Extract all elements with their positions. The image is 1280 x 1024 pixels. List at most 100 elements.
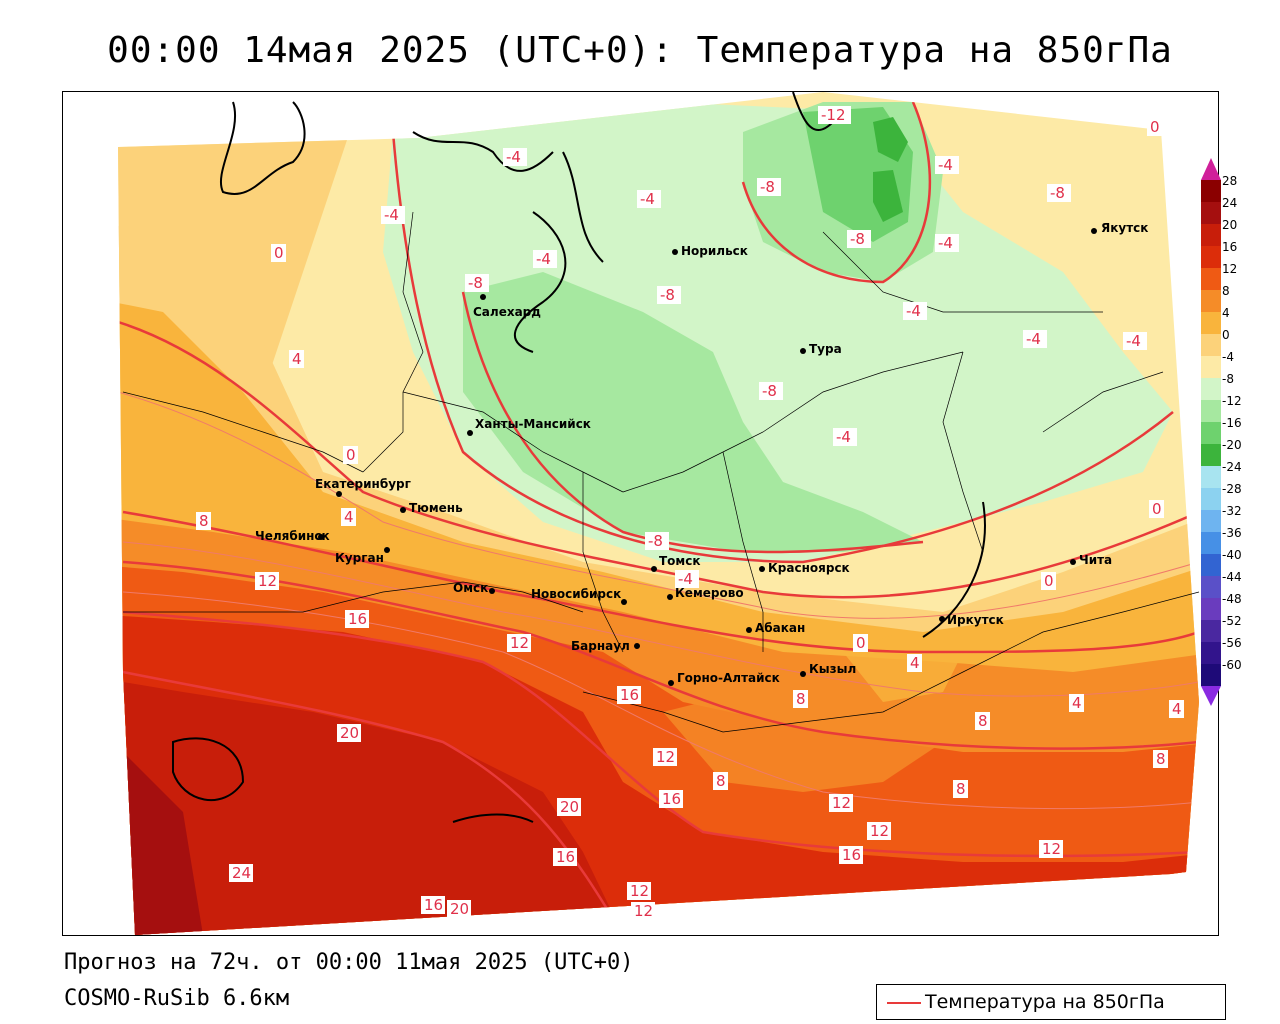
isotherm-label-bg [675, 570, 699, 588]
city-dot-yakutsk[interactable] [1091, 228, 1097, 234]
isotherm-label: -12 [821, 106, 846, 124]
colorbar-tick-label: -20 [1222, 438, 1242, 452]
isotherm-label: 4 [910, 654, 920, 672]
isotherm-label-bg [659, 790, 683, 808]
city-label-kyzyl: Кызыл [809, 662, 856, 676]
isotherm-label: 12 [832, 794, 851, 812]
isotherm-label: 16 [620, 686, 639, 704]
city-label-ekaterinburg: Екатеринбург [315, 477, 411, 491]
isotherm-label: -4 [906, 302, 921, 320]
isotherm-label: -4 [678, 570, 693, 588]
isotherm-label: 24 [232, 864, 251, 882]
isotherm-label: -8 [1050, 184, 1065, 202]
colorbar-tick-label: -52 [1222, 614, 1242, 628]
isotherm-label: -4 [938, 156, 953, 174]
isotherm-label-bg [627, 882, 651, 900]
isotherm-label-bg [1153, 750, 1168, 768]
city-dot-kemerovo[interactable] [667, 594, 673, 600]
colorbar-min-arrow [1201, 686, 1221, 706]
isotherm-label-bg [341, 508, 356, 526]
colorbar-tick-label: 12 [1222, 262, 1238, 276]
isotherm-label-bg [935, 234, 959, 252]
colorbar-tick-label: -12 [1222, 394, 1242, 408]
isotherm-label-bg [713, 772, 728, 790]
coastlines [172, 92, 986, 823]
city-dot-tomsk[interactable] [651, 566, 657, 572]
isotherm-label: 12 [630, 882, 649, 900]
isotherm-label-bg [935, 156, 959, 174]
isotherm-label-bg [289, 350, 304, 368]
isotherm-label: 0 [274, 244, 284, 262]
city-label-tyumen: Тюмень [409, 501, 463, 515]
city-dot-abakan[interactable] [746, 627, 752, 633]
city-dot-khanty-mansiysk[interactable] [467, 430, 473, 436]
city-dot-krasnoyarsk[interactable] [759, 566, 765, 572]
isotherm-label-bg [1039, 840, 1063, 858]
isotherm-label: 16 [348, 610, 367, 628]
isotherm-label-bg [1123, 332, 1147, 350]
map-canvas: Норильск Якутск Салехард Тура Ханты-Манс… [118, 92, 1200, 935]
isotherm-label: 12 [656, 748, 675, 766]
isotherm-label: -4 [938, 234, 953, 252]
isotherm-label-bg [833, 428, 857, 446]
city-dot-gorno-altaysk[interactable] [668, 680, 674, 686]
isotherm-label: -4 [506, 148, 521, 166]
city-dot-tura[interactable] [800, 348, 806, 354]
isotherm-label-bg [533, 250, 557, 268]
isotherm-label: 16 [424, 896, 443, 914]
region-borders [122, 211, 1200, 733]
isotherm-label: 12 [510, 634, 529, 652]
isotherm-label-bg [975, 712, 990, 730]
isotherm-label: 12 [634, 902, 653, 920]
colorbar-swatch [1201, 224, 1221, 246]
isotherm-minor-lines [118, 391, 1199, 810]
isotherm-label-bg [907, 654, 922, 672]
colorbar-tick-label: -4 [1222, 350, 1234, 364]
city-label-kurgan: Курган [335, 551, 384, 565]
city-dot-chelyabinsk[interactable] [318, 534, 324, 540]
colorbar-swatch [1201, 510, 1221, 532]
isotherm-label: 8 [796, 690, 806, 708]
isotherm-label-bg [631, 902, 655, 920]
colorbar-swatch [1201, 532, 1221, 554]
isotherm-label-bg [271, 244, 286, 262]
city-label-kemerovo: Кемерово [675, 586, 744, 600]
isotherm-label: 12 [870, 822, 889, 840]
city-dot-barnaul[interactable] [634, 643, 640, 649]
isotherm-label-bg [847, 230, 871, 248]
isotherm-label: -8 [648, 532, 663, 550]
isotherm-label-bg [507, 634, 531, 652]
colorbar-swatch [1201, 620, 1221, 642]
city-dot-irkutsk[interactable] [939, 616, 945, 622]
isotherm-label: -8 [468, 274, 483, 292]
isotherm-label-bg [465, 274, 489, 292]
isotherm-label-bg [759, 382, 783, 400]
city-dot-kyzyl[interactable] [800, 671, 806, 677]
legend-line-swatch [887, 1002, 921, 1004]
colorbar-swatch [1201, 356, 1221, 378]
temperature-map[interactable]: Норильск Якутск Салехард Тура Ханты-Манс… [62, 91, 1219, 936]
colorbar-tick-label: -44 [1222, 570, 1242, 584]
isotherm-label: 0 [1150, 118, 1160, 136]
isotherm-label: -4 [836, 428, 851, 446]
colorbar-tick-label: 8 [1222, 284, 1230, 298]
isotherm-label-bg [421, 896, 445, 914]
city-dot-chita[interactable] [1070, 559, 1076, 565]
colorbar-tick-label: 0 [1222, 328, 1230, 342]
isotherm-label: 8 [978, 712, 988, 730]
isotherm-label: 16 [662, 790, 681, 808]
isotherm-label: 20 [560, 798, 579, 816]
isotherm-labels: -12 -4 -4 -4 -4 -8 -8 -8 0 0 -8 -8 -4 -4 -4 -4 -8 -4 4 0 -4 8… [196, 106, 1184, 920]
city-dot-salekhard[interactable] [480, 294, 486, 300]
isotherm-label: -4 [384, 206, 399, 224]
colorbar-swatch [1201, 312, 1221, 334]
city-dot-omsk[interactable] [489, 588, 495, 594]
city-dot-ekaterinburg[interactable] [336, 491, 342, 497]
city-dot-norilsk[interactable] [672, 249, 678, 255]
city-dot-tyumen[interactable] [400, 507, 406, 513]
city-dot-kurgan[interactable] [384, 547, 390, 553]
isotherm-label: -4 [1126, 332, 1141, 350]
city-dot-novosibirsk[interactable] [621, 599, 627, 605]
colorbar-tick-label: -40 [1222, 548, 1242, 562]
isotherm-label: 16 [842, 846, 861, 864]
